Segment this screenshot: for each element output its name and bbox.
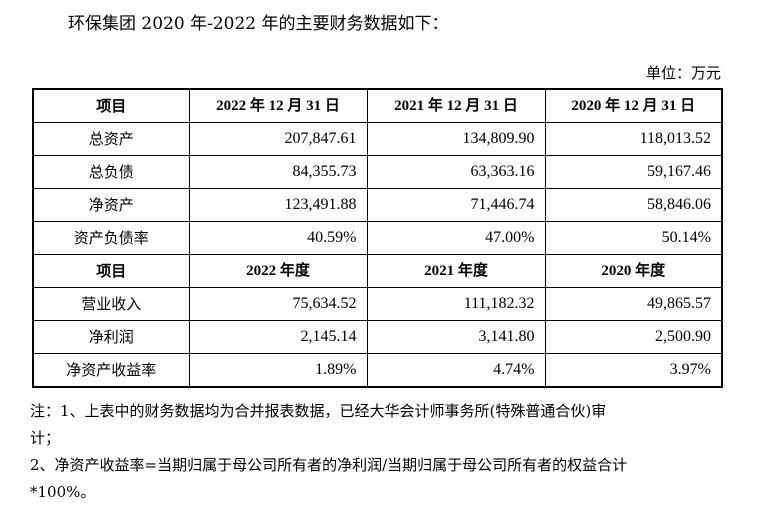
table-row: 总负债 84,355.73 63,363.16 59,167.46 [32,155,723,189]
row-label: 净资产收益率 [32,353,190,388]
cell-value: 47.00% [366,221,546,255]
cell-value: 2,145.14 [188,320,368,354]
note-line: 2、净资产收益率=当期归属于母公司所有者的净利润/当期归属于母公司所有者的权益合… [30,456,628,474]
row-label: 净资产 [32,188,190,222]
cell-value: 111,182.32 [366,287,546,321]
header-2021: 2021 年度 [366,254,546,288]
table-row: 资产负债率 40.59% 47.00% 50.14% [32,221,723,255]
unit-label: 单位：万元 [645,64,721,82]
cell-value: 4.74% [366,353,546,388]
intro-text: 环保集团 2020 年-2022 年的主要财务数据如下： [68,14,449,34]
table-row: 净资产 123,491.88 71,446.74 58,846.06 [32,188,723,222]
cell-value: 207,847.61 [188,122,368,156]
cell-value: 134,809.90 [366,122,546,156]
header-2021-12-31: 2021 年 12 月 31 日 [366,88,546,123]
cell-value: 1.89% [188,353,368,388]
income-header-row: 项目 2022 年度 2021 年度 2020 年度 [32,254,723,288]
note-line: 计； [30,429,61,447]
table-row: 净资产收益率 1.89% 4.74% 3.97% [32,353,723,388]
row-label: 总负债 [32,155,190,189]
header-item: 项目 [32,88,190,123]
row-label: 营业收入 [32,287,190,321]
table-row: 营业收入 75,634.52 111,182.32 49,865.57 [32,287,723,321]
cell-value: 84,355.73 [188,155,368,189]
cell-value: 58,846.06 [544,188,723,222]
header-2020: 2020 年度 [544,254,723,288]
table-row: 总资产 207,847.61 134,809.90 118,013.52 [32,122,723,156]
note-line: 注：1、上表中的财务数据均为合并报表数据，已经大华会计师事务所(特殊普通合伙)审 [30,402,607,420]
header-item: 项目 [32,254,190,288]
row-label: 总资产 [32,122,190,156]
footnotes: 注：1、上表中的财务数据均为合并报表数据，已经大华会计师事务所(特殊普通合伙)审… [30,398,730,506]
cell-value: 63,363.16 [366,155,546,189]
cell-value: 59,167.46 [544,155,723,189]
cell-value: 3,141.80 [366,320,546,354]
row-label: 资产负债率 [32,221,190,255]
table-row: 净利润 2,145.14 3,141.80 2,500.90 [32,320,723,354]
cell-value: 75,634.52 [188,287,368,321]
financial-table: 项目 2022 年 12 月 31 日 2021 年 12 月 31 日 202… [32,88,723,388]
balance-header-row: 项目 2022 年 12 月 31 日 2021 年 12 月 31 日 202… [32,88,723,123]
cell-value: 123,491.88 [188,188,368,222]
cell-value: 50.14% [544,221,723,255]
header-2022: 2022 年度 [188,254,368,288]
cell-value: 40.59% [188,221,368,255]
cell-value: 71,446.74 [366,188,546,222]
header-2022-12-31: 2022 年 12 月 31 日 [188,88,368,123]
cell-value: 49,865.57 [544,287,723,321]
cell-value: 2,500.90 [544,320,723,354]
row-label: 净利润 [32,320,190,354]
cell-value: 3.97% [544,353,723,388]
header-2020-12-31: 2020 年 12 月 31 日 [544,88,723,123]
note-line: *100%。 [30,483,96,501]
cell-value: 118,013.52 [544,122,723,156]
